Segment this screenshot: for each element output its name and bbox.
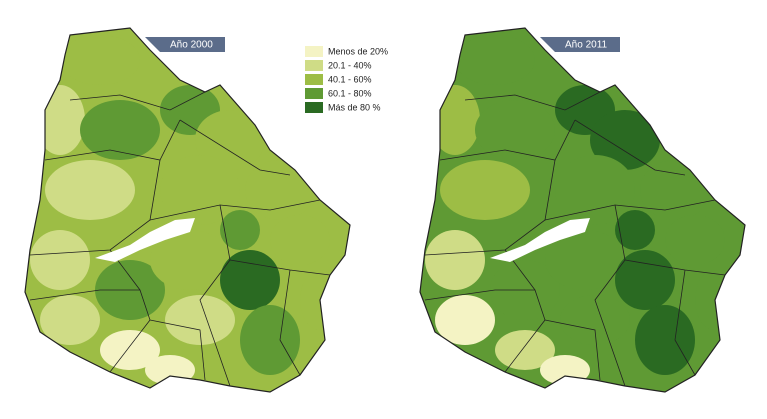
region bbox=[30, 230, 90, 290]
region bbox=[270, 215, 330, 265]
department-border bbox=[424, 159, 556, 256]
department-border bbox=[674, 269, 696, 376]
region bbox=[165, 295, 235, 345]
legend: Menos de 20% 20.1 - 40% 40.1 - 60% 60.1 - 8… bbox=[305, 46, 388, 113]
region bbox=[615, 210, 655, 250]
region bbox=[45, 160, 135, 220]
region bbox=[80, 100, 160, 160]
region bbox=[245, 160, 315, 220]
department-border bbox=[199, 204, 231, 387]
department-border bbox=[279, 269, 301, 376]
year-banner bbox=[540, 37, 620, 52]
legend-swatch bbox=[305, 74, 323, 85]
legend-label: 40.1 - 60% bbox=[328, 74, 372, 84]
region bbox=[150, 230, 230, 290]
legend-swatch bbox=[305, 46, 323, 57]
legend-label: Menos de 20% bbox=[328, 46, 388, 56]
region bbox=[145, 355, 195, 385]
department-border bbox=[179, 119, 291, 176]
department-border bbox=[439, 119, 576, 161]
region bbox=[555, 155, 635, 225]
region bbox=[60, 35, 140, 85]
region bbox=[545, 230, 625, 290]
region bbox=[425, 230, 485, 290]
lake bbox=[95, 218, 195, 262]
region bbox=[615, 250, 675, 310]
region bbox=[220, 250, 280, 310]
department-border bbox=[424, 289, 535, 301]
region bbox=[665, 215, 725, 265]
region bbox=[455, 35, 535, 85]
map: Año 2011 bbox=[419, 27, 746, 393]
department-border bbox=[109, 249, 151, 373]
department-border bbox=[29, 289, 140, 301]
legend-swatch bbox=[305, 60, 323, 71]
region bbox=[195, 110, 265, 170]
region bbox=[440, 160, 530, 220]
region bbox=[220, 210, 260, 250]
department-border bbox=[149, 199, 321, 221]
region bbox=[635, 305, 695, 375]
legend-swatch bbox=[305, 102, 323, 113]
region bbox=[495, 330, 555, 370]
map-body bbox=[420, 28, 745, 392]
year-label: Año 2000 bbox=[170, 40, 213, 51]
region bbox=[475, 100, 555, 160]
lake bbox=[490, 218, 590, 262]
region bbox=[640, 160, 710, 220]
region bbox=[160, 155, 240, 225]
year-label: Año 2011 bbox=[565, 40, 608, 51]
region bbox=[560, 295, 630, 345]
department-border bbox=[574, 119, 686, 176]
department-border bbox=[44, 119, 181, 161]
department-border bbox=[464, 91, 601, 111]
department-border bbox=[69, 91, 206, 111]
legend-label: 60.1 - 80% bbox=[328, 88, 372, 98]
department-border bbox=[149, 319, 206, 381]
year-banner bbox=[145, 37, 225, 52]
map: Año 2000 bbox=[24, 27, 351, 393]
region bbox=[590, 110, 660, 170]
region bbox=[35, 85, 85, 155]
region bbox=[430, 85, 480, 155]
legend-label: Más de 80 % bbox=[328, 102, 381, 112]
region bbox=[540, 355, 590, 385]
department-border bbox=[544, 319, 601, 381]
region bbox=[40, 295, 100, 345]
department-border bbox=[594, 204, 626, 387]
legend-label: 20.1 - 40% bbox=[328, 60, 372, 70]
region bbox=[240, 305, 300, 375]
department-border bbox=[29, 159, 161, 256]
legend-swatch bbox=[305, 88, 323, 99]
map-body bbox=[25, 28, 350, 392]
region bbox=[435, 295, 495, 345]
region bbox=[100, 330, 160, 370]
department-border bbox=[544, 199, 716, 221]
department-border bbox=[504, 249, 546, 373]
